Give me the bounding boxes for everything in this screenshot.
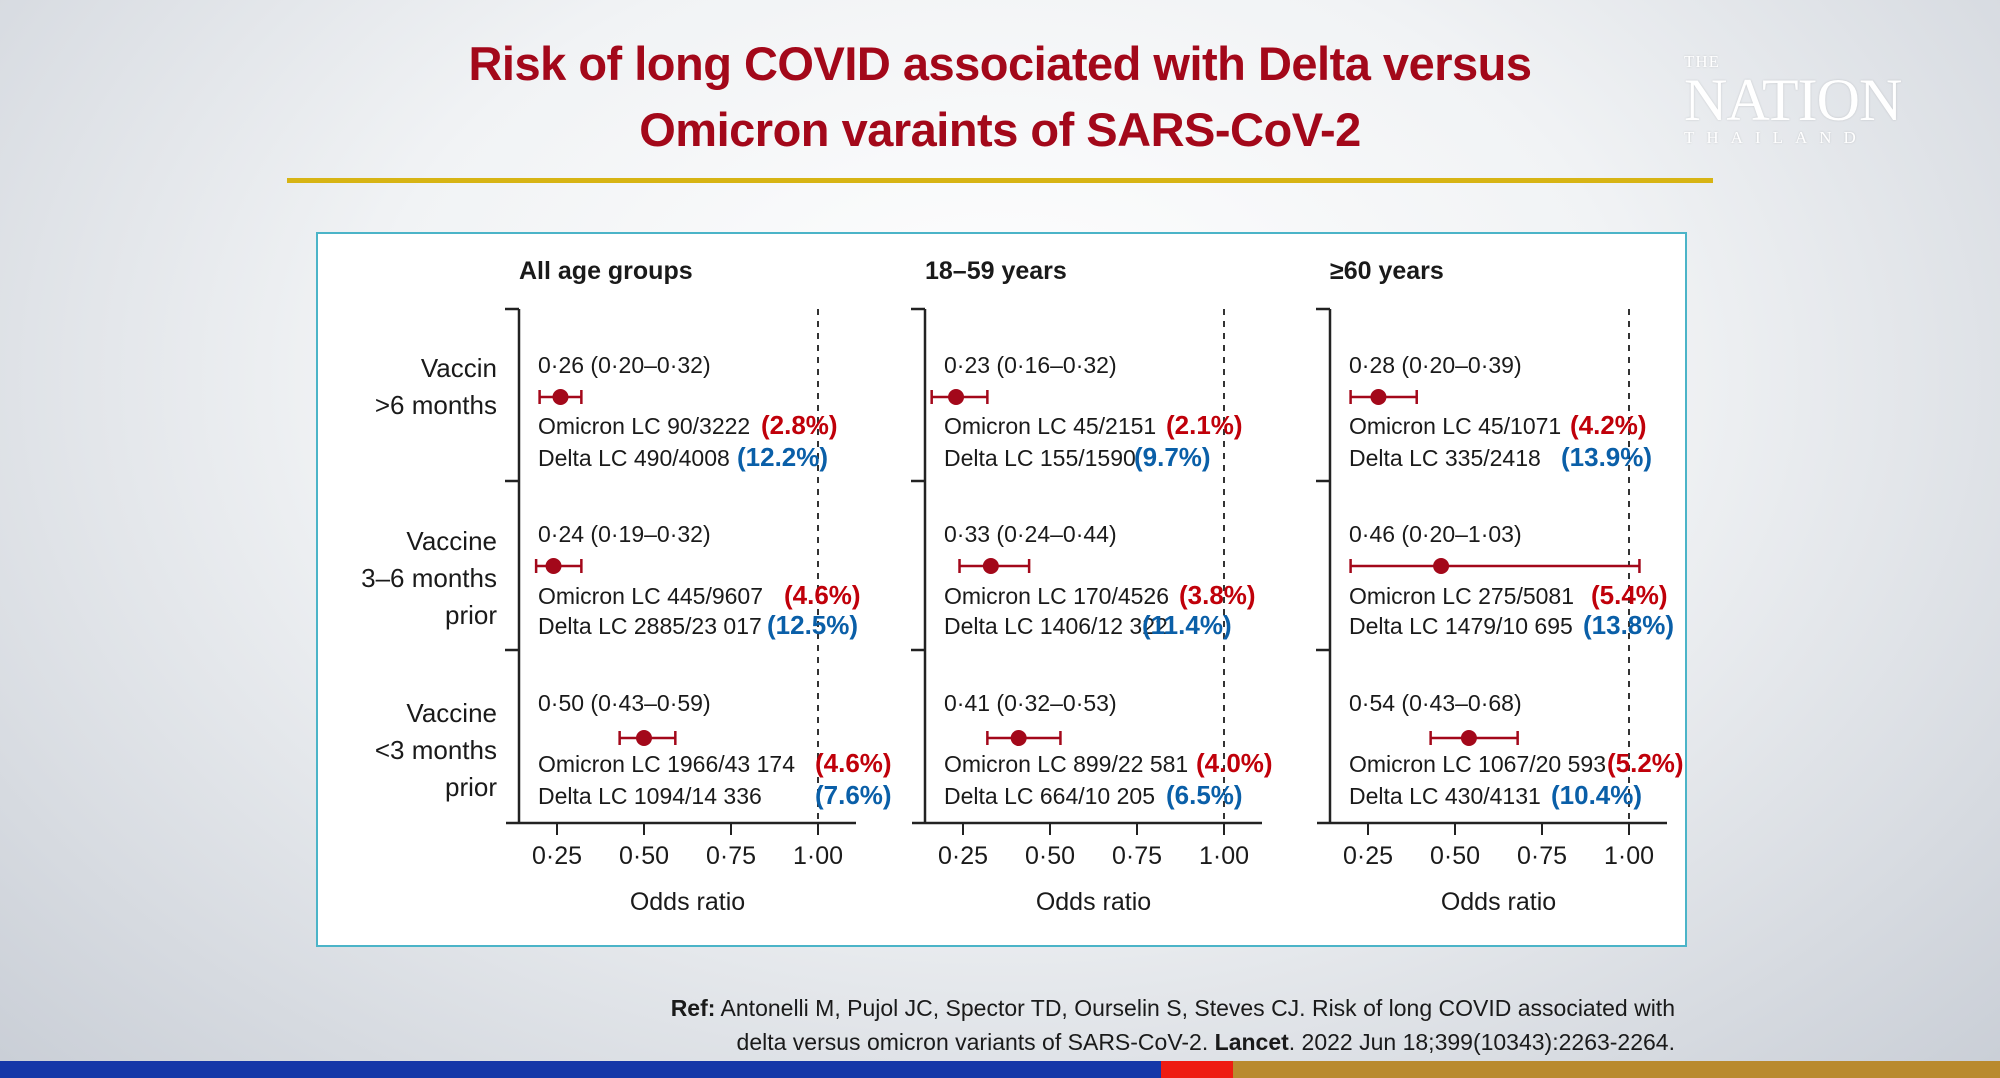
omicron-count: Omicron LC 45/2151	[944, 413, 1157, 439]
x-tick-label: 1·00	[1198, 842, 1250, 870]
odds-ratio-point	[1370, 389, 1387, 405]
estimate-label: 0·50 (0·43–0·59)	[538, 690, 711, 716]
delta-percent: (12.5%)	[767, 610, 859, 640]
panel-header-0: All age groups	[519, 257, 693, 285]
x-tick-label: 0·25	[937, 842, 989, 870]
x-axis-label: Odds ratio	[629, 888, 746, 916]
reference-line-1: Ref: Antonelli M, Pujol JC, Spector TD, …	[671, 995, 1675, 1022]
ref-journal: Lancet	[1214, 1029, 1289, 1055]
omicron-percent: (5.4%)	[1591, 580, 1668, 610]
reference-line-2: delta versus omicron variants of SARS-Co…	[737, 1029, 1675, 1056]
odds-ratio-point	[1433, 558, 1450, 574]
x-tick-label: 0·50	[618, 842, 670, 870]
x-tick-label: 0·50	[1024, 842, 1076, 870]
footer-bar-red	[1161, 1061, 1233, 1078]
estimate-label: 0·54 (0·43–0·68)	[1349, 690, 1522, 716]
omicron-percent: (2.8%)	[761, 410, 838, 440]
estimate-label: 0·24 (0·19–0·32)	[538, 521, 711, 547]
x-tick-label: 0·75	[1111, 842, 1163, 870]
row-label-2-0: Vaccine	[406, 698, 497, 728]
x-tick-label: 0·75	[1516, 842, 1568, 870]
delta-count: Delta LC 1406/12 322	[944, 613, 1168, 639]
odds-ratio-point	[948, 389, 965, 405]
logo-thailand: THAILAND	[1684, 128, 1868, 147]
omicron-count: Omicron LC 1067/20 593	[1349, 751, 1606, 777]
delta-count: Delta LC 1479/10 695	[1349, 613, 1573, 639]
row-label-1-0: Vaccine	[406, 526, 497, 556]
x-tick-label: 1·00	[792, 842, 844, 870]
estimate-label: 0·33 (0·24–0·44)	[944, 521, 1117, 547]
nation-thailand-logo: THE NATION THAILAND	[1684, 52, 1924, 148]
delta-percent: (12.2%)	[737, 442, 829, 472]
omicron-count: Omicron LC 170/4526	[944, 583, 1170, 609]
omicron-percent: (4.0%)	[1196, 748, 1273, 778]
delta-count: Delta LC 1094/14 336	[538, 783, 762, 809]
row-label-0-0: Vaccin	[420, 353, 497, 383]
omicron-percent: (5.2%)	[1607, 748, 1684, 778]
footer-bar-gold	[1233, 1061, 2000, 1078]
estimate-label: 0·41 (0·32–0·53)	[944, 690, 1117, 716]
delta-percent: (10.4%)	[1551, 780, 1643, 810]
odds-ratio-point	[636, 730, 652, 746]
omicron-percent: (4.6%)	[784, 580, 861, 610]
row-label-1-1: 3–6 months	[361, 563, 497, 593]
title-divider	[287, 178, 1713, 183]
omicron-count: Omicron LC 1966/43 174	[538, 751, 795, 777]
title-line-2: Omicron varaints of SARS-CoV-2	[639, 103, 1361, 156]
odds-ratio-point	[1460, 730, 1477, 746]
panel-header-2: ≥60 years	[1330, 257, 1444, 285]
omicron-count: Omicron LC 90/3222	[538, 413, 751, 439]
ref-label: Ref:	[670, 995, 716, 1021]
x-axis-label: Odds ratio	[1440, 888, 1557, 916]
row-label-2-2: prior	[444, 772, 497, 802]
title-line-1: Risk of long COVID associated with Delta…	[468, 37, 1532, 90]
delta-percent: (13.9%)	[1561, 442, 1653, 472]
ref-text-1: Antonelli M, Pujol JC, Spector TD, Ourse…	[720, 995, 1675, 1021]
ref-text-2a: delta versus omicron variants of SARS-Co…	[736, 1029, 1209, 1055]
estimate-label: 0·26 (0·20–0·32)	[538, 352, 711, 378]
x-tick-label: 0·75	[705, 842, 757, 870]
omicron-count: Omicron LC 275/5081	[1349, 583, 1575, 609]
delta-count: Delta LC 155/1590	[944, 445, 1136, 471]
odds-ratio-point	[545, 558, 562, 574]
omicron-count: Omicron LC 899/22 581	[944, 751, 1189, 777]
omicron-percent: (4.2%)	[1570, 410, 1647, 440]
row-label-2-1: <3 months	[374, 735, 497, 765]
odds-ratio-point	[552, 389, 569, 405]
x-tick-label: 0·25	[1342, 842, 1394, 870]
row-label-0-1: >6 months	[374, 390, 497, 420]
x-tick-label: 0·25	[531, 842, 583, 870]
omicron-count: Omicron LC 445/9607	[538, 583, 764, 609]
estimate-label: 0·28 (0·20–0·39)	[1349, 352, 1522, 378]
logo-the: THE	[1684, 52, 1721, 71]
delta-percent: (6.5%)	[1166, 780, 1243, 810]
estimate-label: 0·46 (0·20–1·03)	[1349, 521, 1522, 547]
delta-count: Delta LC 490/4008	[538, 445, 730, 471]
delta-count: Delta LC 430/4131	[1349, 783, 1541, 809]
x-tick-label: 0·50	[1429, 842, 1481, 870]
odds-ratio-point	[1010, 730, 1027, 746]
panel-header-1: 18–59 years	[925, 257, 1067, 285]
delta-count: Delta LC 335/2418	[1349, 445, 1541, 471]
delta-percent: (9.7%)	[1134, 442, 1211, 472]
delta-percent: (11.4%)	[1142, 610, 1232, 640]
delta-count: Delta LC 664/10 205	[944, 783, 1155, 809]
delta-percent: (13.8%)	[1583, 610, 1675, 640]
x-axis-label: Odds ratio	[1035, 888, 1152, 916]
omicron-percent: (4.6%)	[815, 748, 892, 778]
delta-count: Delta LC 2885/23 017	[538, 613, 762, 639]
chart-frame	[316, 232, 1687, 947]
omicron-percent: (2.1%)	[1166, 410, 1243, 440]
estimate-label: 0·23 (0·16–0·32)	[944, 352, 1117, 378]
delta-percent: (7.6%)	[815, 780, 892, 810]
x-tick-label: 1·00	[1603, 842, 1655, 870]
omicron-count: Omicron LC 45/1071	[1349, 413, 1562, 439]
logo-nation: NATION	[1684, 67, 1902, 133]
ref-text-2b: . 2022 Jun 18;399(10343):2263-2264.	[1288, 1029, 1675, 1055]
omicron-percent: (3.8%)	[1179, 580, 1256, 610]
row-label-1-2: prior	[444, 600, 497, 630]
odds-ratio-point	[982, 558, 999, 574]
footer-bar-blue	[0, 1061, 1161, 1078]
